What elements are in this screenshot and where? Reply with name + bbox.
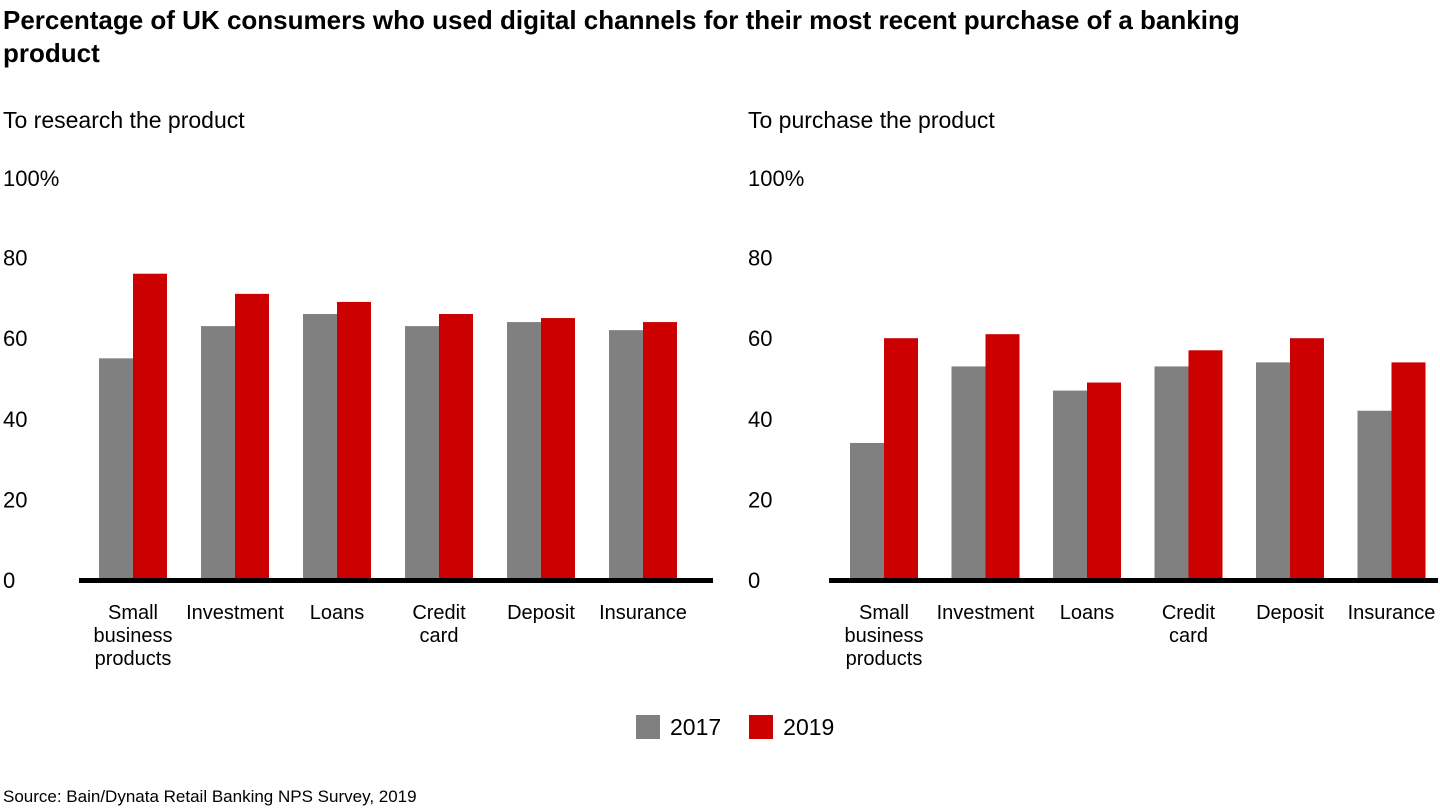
purchase-bar-2017 (1053, 390, 1087, 580)
research-bar-2017 (99, 358, 133, 580)
research-bar-2019 (235, 293, 269, 580)
legend-swatch-2017 (636, 715, 660, 739)
purchase-bar-2017 (850, 442, 884, 580)
research-category-label: Investment (186, 602, 284, 624)
purchase-category-label: Loans (1060, 602, 1115, 624)
legend-item-2017: 2017 (636, 714, 721, 741)
research-category-label: Loans (310, 602, 365, 624)
legend-label-2017: 2017 (670, 713, 722, 740)
legend-item-2019: 2019 (749, 714, 834, 741)
research-category-label: Deposit (507, 602, 575, 624)
purchase-y-tick-label: 0 (748, 568, 760, 593)
research-category-label: Insurance (599, 602, 687, 624)
research-bar-2019 (643, 322, 677, 580)
purchase-bar-2017 (1357, 410, 1392, 580)
research-y-tick-label: 100% (3, 166, 59, 191)
purchase-bar-2019 (1290, 338, 1324, 580)
research-y-tick-label: 80 (3, 246, 27, 271)
source-note: Source: Bain/Dynata Retail Banking NPS S… (3, 787, 417, 806)
research-bar-2017 (507, 322, 541, 580)
purchase-bar-2019 (1188, 350, 1223, 580)
purchase-bar-2019 (884, 338, 918, 580)
purchase-category-label: Small (859, 602, 909, 624)
research-bar-2017 (303, 314, 337, 580)
purchase-category-label: Investment (937, 602, 1035, 624)
research-category-label: Credit (412, 602, 466, 624)
purchase-category-label: business (845, 625, 924, 647)
left-chart-subtitle: To research the product (3, 107, 245, 133)
research-bar-2019 (133, 273, 167, 580)
right-chart-subtitle: To purchase the product (748, 107, 995, 133)
research-bar-2019 (541, 318, 575, 580)
research-bar-2019 (439, 314, 473, 580)
purchase-y-tick-label: 60 (748, 326, 772, 351)
purchase-x-axis-baseline (829, 578, 1438, 583)
research-category-label: business (94, 625, 173, 647)
purchase-bar-2019 (985, 334, 1020, 580)
research-y-tick-label: 0 (3, 568, 15, 593)
purchase-bar-2019 (1391, 362, 1426, 580)
purchase-y-tick-label: 40 (748, 407, 772, 432)
research-x-axis-baseline (79, 578, 713, 583)
purchase-bar-2019 (1087, 382, 1121, 580)
purchase-category-label: products (846, 648, 923, 670)
research-category-label: products (95, 648, 172, 670)
research-bar-2017 (201, 326, 235, 580)
research-y-tick-label: 20 (3, 487, 27, 512)
research-category-label: card (420, 625, 459, 647)
research-y-tick-label: 40 (3, 407, 27, 432)
research-category-label: Small (108, 602, 158, 624)
chart-title: Percentage of UK consumers who used digi… (3, 5, 1240, 68)
research-bar-2019 (337, 301, 371, 580)
purchase-y-tick-label: 80 (748, 246, 772, 271)
legend-label-2019: 2019 (783, 713, 835, 740)
purchase-y-tick-label: 20 (748, 487, 772, 512)
legend: 2017 2019 (636, 712, 862, 742)
legend-swatch-2019 (749, 715, 774, 739)
purchase-category-label: Deposit (1256, 602, 1324, 624)
research-y-tick-label: 60 (3, 326, 27, 351)
purchase-category-label: Insurance (1348, 602, 1436, 624)
purchase-category-label: Credit (1162, 602, 1216, 624)
purchase-y-tick-label: 100% (748, 166, 804, 191)
purchase-bar-2017 (1256, 362, 1290, 580)
research-bar-2017 (609, 330, 643, 580)
purchase-bar-2017 (1154, 366, 1189, 580)
research-bar-2017 (405, 326, 439, 580)
purchase-category-label: card (1169, 625, 1208, 647)
purchase-bar-2017 (951, 366, 986, 580)
